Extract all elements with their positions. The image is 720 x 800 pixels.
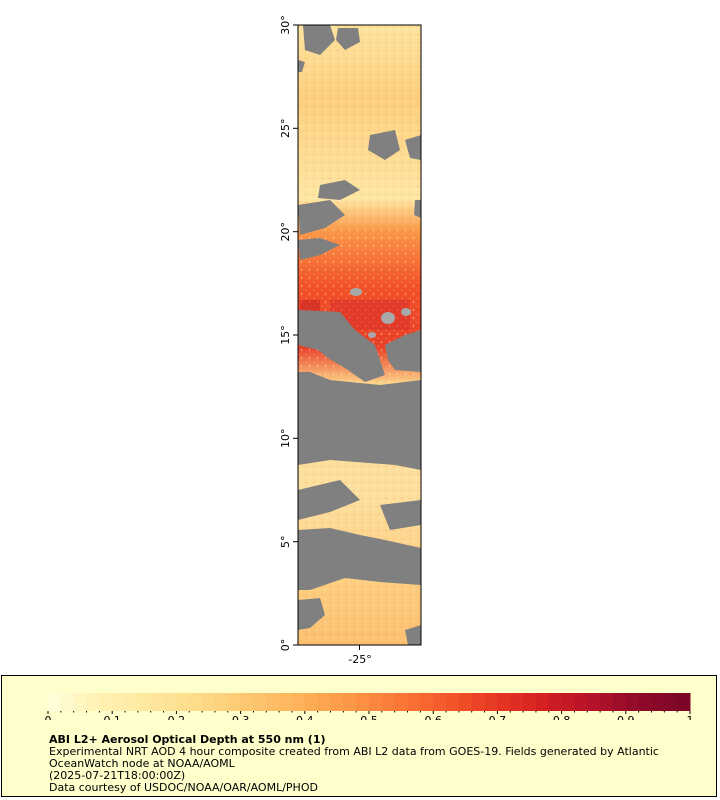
lat-label: 10° bbox=[279, 429, 292, 449]
legend-title: ABI L2+ Aerosol Optical Depth at 550 nm … bbox=[49, 733, 326, 746]
colorbar-cell bbox=[625, 693, 640, 711]
colorbar: 0 0.1 0.2 0.3 0.4 0.5 0.6 0.7 0.8 0.9 1 bbox=[45, 693, 694, 720]
no-data-mask bbox=[298, 25, 421, 645]
lat-label: 30° bbox=[279, 15, 292, 35]
colorbar-cell bbox=[497, 693, 511, 711]
colorbar-cell bbox=[279, 693, 293, 711]
colorbar-cell bbox=[137, 693, 152, 711]
colorbar-tick-label: 0.6 bbox=[424, 714, 442, 720]
colorbar-cell bbox=[587, 693, 601, 711]
colorbar-cell bbox=[60, 693, 75, 711]
colorbar-cell bbox=[304, 693, 319, 711]
colorbar-cell bbox=[471, 693, 486, 711]
colorbar-cell bbox=[99, 693, 113, 711]
colorbar-cell bbox=[291, 693, 306, 711]
colorbar-cell bbox=[150, 693, 165, 711]
colorbar-cell bbox=[612, 693, 627, 711]
colorbar-ticks bbox=[47, 711, 691, 714]
colorbar-cell bbox=[458, 693, 473, 711]
lat-ticks bbox=[293, 24, 360, 650]
colorbar-cell bbox=[343, 693, 357, 711]
colorbar-cell bbox=[189, 693, 203, 711]
legend-description: Experimental NRT AOD 4 hour composite cr… bbox=[49, 745, 659, 770]
colorbar-tick-label: 0.9 bbox=[617, 714, 635, 720]
colorbar-cell bbox=[510, 693, 524, 711]
lat-label: 0° bbox=[279, 639, 292, 652]
colorbar-labels: 0 0.1 0.2 0.3 0.4 0.5 0.6 0.7 0.8 0.9 1 bbox=[45, 714, 694, 720]
colorbar-cell bbox=[651, 693, 665, 711]
colorbar-cell bbox=[433, 693, 447, 711]
colorbar-cell bbox=[484, 693, 498, 711]
colorbar-cell bbox=[253, 693, 267, 711]
lat-label: 25° bbox=[279, 119, 292, 139]
lat-label: 15° bbox=[279, 325, 292, 345]
colorbar-cell bbox=[420, 693, 434, 711]
colorbar-cell bbox=[407, 693, 421, 711]
lat-label: 5° bbox=[279, 535, 292, 548]
colorbar-cell bbox=[381, 693, 396, 711]
colorbar-cell bbox=[112, 693, 126, 711]
colorbar-tick-label: 0.1 bbox=[103, 714, 121, 720]
colorbar-tick-label: 0 bbox=[45, 714, 52, 720]
colorbar-cell bbox=[214, 693, 229, 711]
colorbar-cell bbox=[163, 693, 177, 711]
colorbar-cell bbox=[369, 693, 383, 711]
colorbar-tick-label: 0.4 bbox=[296, 714, 314, 720]
colorbar-cell bbox=[523, 693, 537, 711]
colorbar-cells bbox=[48, 693, 691, 711]
colorbar-cell bbox=[677, 693, 691, 711]
colorbar-cell bbox=[125, 693, 139, 711]
colorbar-cell bbox=[48, 693, 62, 711]
colorbar-cell bbox=[86, 693, 100, 711]
colorbar-cell bbox=[317, 693, 331, 711]
colorbar-cell bbox=[664, 693, 678, 711]
colorbar-tick-label: 1 bbox=[687, 714, 694, 720]
colorbar-tick-label: 0.7 bbox=[489, 714, 507, 720]
colorbar-cell bbox=[394, 693, 409, 711]
colorbar-cell bbox=[638, 693, 652, 711]
colorbar-cell bbox=[356, 693, 370, 711]
colorbar-cell bbox=[446, 693, 460, 711]
colorbar-cell bbox=[202, 693, 216, 711]
colorbar-cell bbox=[266, 693, 280, 711]
legend-credit: Data courtesy of USDOC/NOAA/OAR/AOML/PHO… bbox=[49, 781, 318, 794]
colorbar-cell bbox=[73, 693, 88, 711]
colorbar-cell bbox=[330, 693, 344, 711]
lon-label: -25° bbox=[348, 653, 371, 666]
small-gaps bbox=[350, 288, 411, 338]
lat-label: 20° bbox=[279, 222, 292, 242]
colorbar-tick-label: 0.2 bbox=[168, 714, 186, 720]
lat-labels: 0° 5° 10° 15° 20° 25° 30° bbox=[279, 15, 292, 651]
colorbar-tick-label: 0.8 bbox=[553, 714, 571, 720]
colorbar-cell bbox=[574, 693, 588, 711]
colorbar-cell bbox=[227, 693, 242, 711]
legend-panel: 0 0.1 0.2 0.3 0.4 0.5 0.6 0.7 0.8 0.9 1 ABI L2+ Ae… bbox=[1, 675, 717, 797]
aod-map: 0° 5° 10° 15° 20° 25° 30° -25° bbox=[279, 15, 422, 666]
legend-timestamp: (2025-07-21T18:00:00Z) bbox=[49, 769, 186, 782]
colorbar-tick-label: 0.5 bbox=[360, 714, 378, 720]
colorbar-cell bbox=[240, 693, 254, 711]
colorbar-tick-label: 0.3 bbox=[232, 714, 250, 720]
colorbar-cell bbox=[561, 693, 575, 711]
colorbar-cell bbox=[548, 693, 563, 711]
colorbar-cell bbox=[176, 693, 190, 711]
colorbar-cell bbox=[535, 693, 550, 711]
colorbar-cell bbox=[600, 693, 614, 711]
